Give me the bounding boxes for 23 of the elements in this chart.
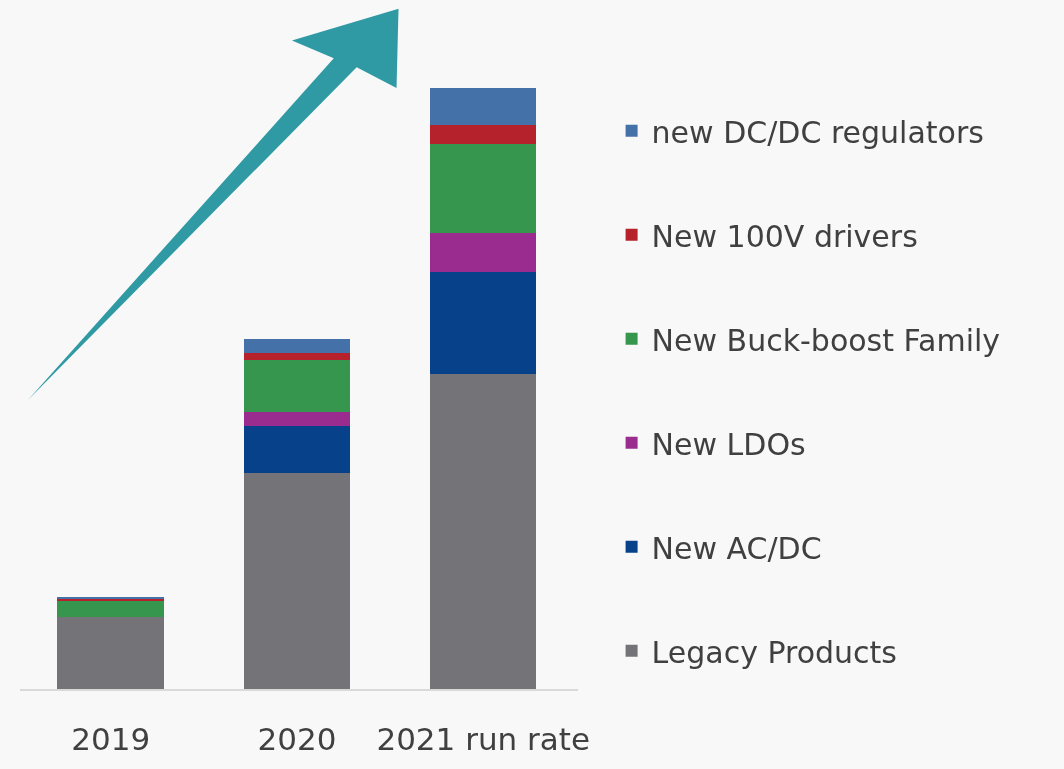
legend-label: Legacy Products — [651, 634, 897, 670]
legend-label: new DC/DC regulators — [651, 114, 984, 150]
bar — [430, 374, 536, 689]
legend-label: New 100V drivers — [651, 218, 918, 254]
x-tick-label: 2021 run rate — [376, 721, 590, 758]
bar — [244, 412, 350, 426]
bar — [430, 88, 536, 125]
legend-label: New LDOs — [651, 426, 806, 462]
x-tick-label: 2020 — [257, 721, 337, 758]
bar — [244, 339, 350, 353]
bar — [430, 144, 536, 233]
legend-label: New Buck-boost Family — [651, 322, 1001, 358]
bar — [57, 600, 164, 617]
bar — [244, 473, 350, 689]
bar — [244, 360, 350, 412]
bar — [430, 233, 536, 272]
legend-label: New AC/DC — [651, 530, 822, 566]
bar — [244, 353, 350, 360]
bar — [430, 125, 536, 144]
bar — [244, 426, 350, 473]
bar — [57, 617, 164, 689]
x-tick-label: 2019 — [71, 721, 151, 758]
bar — [430, 272, 536, 374]
